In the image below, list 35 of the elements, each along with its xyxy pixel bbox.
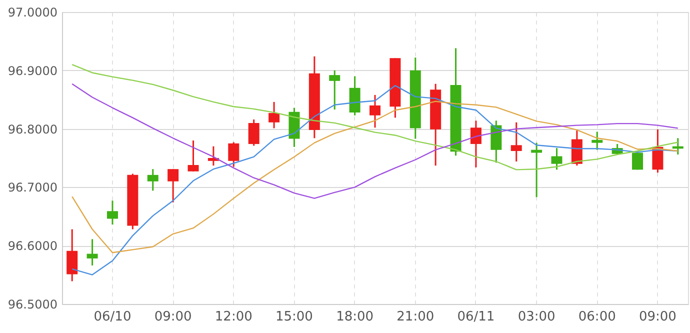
candlestick xyxy=(370,94,380,128)
candlestick xyxy=(106,200,118,226)
x-tick-label: 06/11 xyxy=(457,310,495,324)
candlestick xyxy=(268,101,280,129)
candlestick xyxy=(592,130,603,151)
candlestick xyxy=(470,120,482,168)
x-tick-label: 09:00 xyxy=(638,310,676,324)
y-tick-label: 97.0000 xyxy=(8,6,58,20)
x-tick-label: 21:00 xyxy=(396,310,434,324)
y-tick-label: 96.8000 xyxy=(8,122,58,136)
y-tick-label: 96.5000 xyxy=(8,298,58,312)
y-tick-label: 96.9000 xyxy=(8,64,58,78)
x-tick-label: 15:00 xyxy=(275,310,313,324)
candlestick xyxy=(86,238,98,266)
candlestick xyxy=(632,152,644,170)
x-tick-label: 12:00 xyxy=(214,310,252,324)
candlestick xyxy=(551,147,562,170)
candlestick xyxy=(228,141,240,168)
x-tick-label: 03:00 xyxy=(518,310,556,324)
candlestick xyxy=(510,122,522,162)
candlestick xyxy=(248,118,260,146)
x-tick-label: 18:00 xyxy=(336,310,374,324)
candlestick xyxy=(329,70,340,110)
candlestick xyxy=(188,140,199,172)
x-tick-label: 06:00 xyxy=(578,310,616,324)
x-tick-label: 09:00 xyxy=(154,310,192,324)
candlestick xyxy=(147,168,158,192)
candlestick xyxy=(66,228,78,282)
y-tick-label: 96.6000 xyxy=(8,239,58,254)
y-tick-label: 96.7000 xyxy=(8,180,58,195)
candlestick xyxy=(168,168,179,204)
line-series xyxy=(71,64,679,170)
line-series xyxy=(71,83,679,199)
x-tick-label: 06/10 xyxy=(94,310,132,324)
line-series xyxy=(71,100,679,254)
